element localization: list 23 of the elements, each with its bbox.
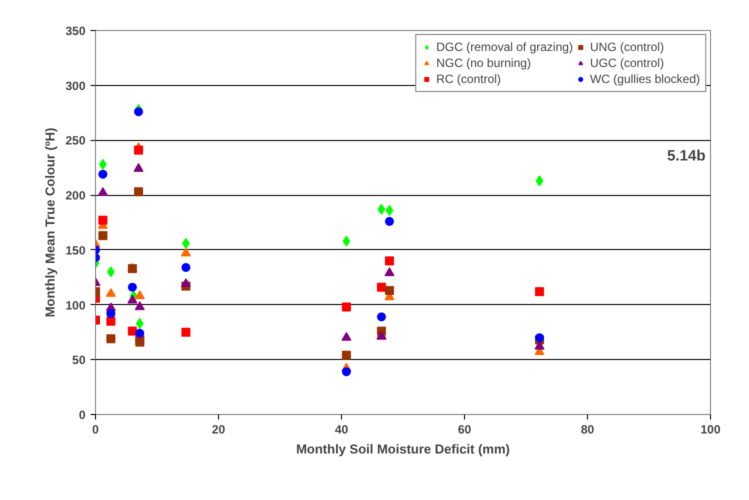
legend-label: UNG (control) <box>590 40 664 54</box>
annotation: 5.14b <box>667 148 706 164</box>
legend-label: WC (gullies blocked) <box>590 72 700 86</box>
y-tick-label: 250 <box>65 134 86 148</box>
y-tick-label: 200 <box>65 188 86 203</box>
legend-label: RC (control) <box>436 72 501 86</box>
legend-label: NGC (no burning) <box>436 56 531 70</box>
y-tick-label: 300 <box>65 78 86 93</box>
y-tick-label: 150 <box>65 243 86 258</box>
legend-label: UGC (control) <box>590 56 664 70</box>
y-tick-label: 350 <box>65 24 86 38</box>
x-tick-label: 40 <box>334 422 348 436</box>
x-tick-label: 60 <box>458 422 472 436</box>
legend-label: DGC (removal of grazing) <box>436 40 573 54</box>
y-axis-title: Monthly Mean True Colour (ºH) <box>42 128 58 318</box>
y-tick-label: 100 <box>65 298 86 312</box>
y-tick-label: 0 <box>78 408 86 422</box>
y-tick-label: 50 <box>72 353 86 368</box>
x-tick-label: 80 <box>580 422 594 436</box>
x-tick-label: 100 <box>700 422 721 436</box>
x-tick-label: 0 <box>92 422 100 436</box>
x-tick-label: 20 <box>212 422 226 436</box>
x-axis-title: Monthly Soil Moisture Deficit (mm) <box>296 442 510 456</box>
